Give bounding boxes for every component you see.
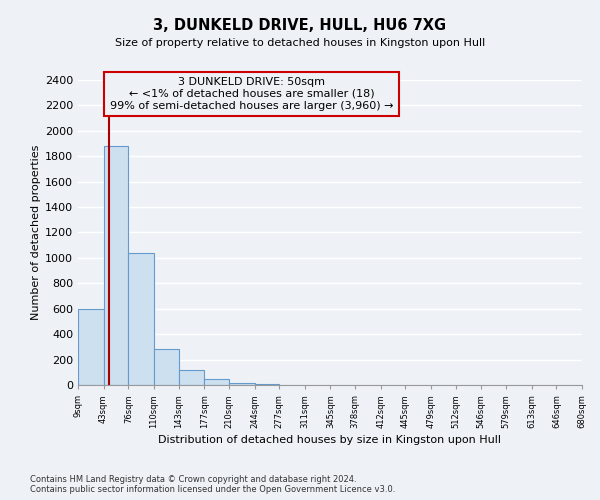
Bar: [104, 146, 128, 385]
Bar: [78, 308, 104, 385]
Bar: [204, 378, 229, 385]
Text: 3, DUNKELD DRIVE, HULL, HU6 7XG: 3, DUNKELD DRIVE, HULL, HU6 7XG: [154, 18, 446, 32]
Text: 3 DUNKELD DRIVE: 50sqm
← <1% of detached houses are smaller (18)
99% of semi-det: 3 DUNKELD DRIVE: 50sqm ← <1% of detached…: [110, 78, 393, 110]
Text: Size of property relative to detached houses in Kingston upon Hull: Size of property relative to detached ho…: [115, 38, 485, 48]
X-axis label: Distribution of detached houses by size in Kingston upon Hull: Distribution of detached houses by size …: [158, 435, 502, 445]
Bar: [128, 254, 154, 385]
Text: Contains HM Land Registry data © Crown copyright and database right 2024.: Contains HM Land Registry data © Crown c…: [30, 475, 356, 484]
Y-axis label: Number of detached properties: Number of detached properties: [31, 145, 41, 320]
Bar: [229, 382, 254, 385]
Bar: [254, 384, 279, 385]
Text: Contains public sector information licensed under the Open Government Licence v3: Contains public sector information licen…: [30, 485, 395, 494]
Bar: [179, 370, 204, 385]
Bar: [154, 350, 179, 385]
